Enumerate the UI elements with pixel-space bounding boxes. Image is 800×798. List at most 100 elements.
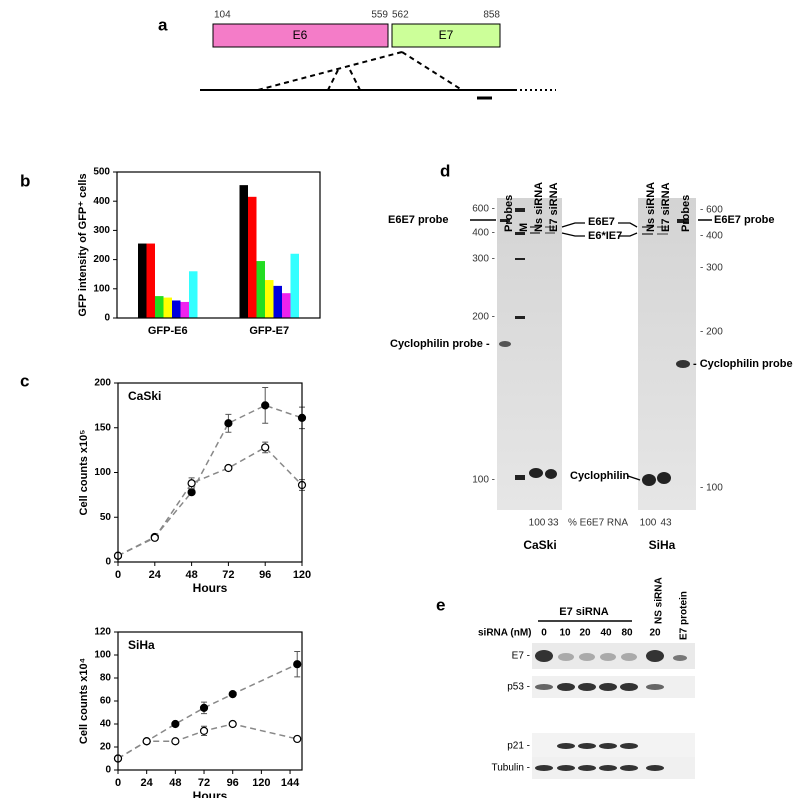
marker: - 100 (700, 483, 723, 494)
size-markers: 600 - 400 - 300 - 200 - 100 - - 600 - 40… (472, 204, 723, 494)
y-tick-label: 80 (100, 673, 112, 684)
percent: 100 (640, 518, 657, 529)
y-axis-label: GFP intensity of GFP⁺ cells (77, 173, 89, 316)
blots (532, 643, 695, 779)
x-axis-label: Hours (193, 581, 228, 595)
lane-label: Probes (680, 195, 692, 232)
group-label: E7 siRNA (559, 606, 609, 618)
bar (265, 280, 274, 318)
point (261, 401, 270, 410)
point (261, 443, 270, 452)
lane-label: NS siRNA (654, 577, 665, 624)
marker: 200 - (472, 312, 495, 323)
point (199, 703, 209, 713)
splice-lines (257, 51, 463, 91)
y-tick-label: 20 (100, 742, 112, 753)
gel-left (497, 198, 562, 510)
series-line (117, 723, 298, 760)
x-tick-label: 96 (259, 569, 271, 581)
y-axis-label: Cell counts x10⁴ (78, 658, 90, 744)
panel-label: d (440, 161, 450, 180)
probe-label: Cyclophilin probe - (390, 338, 490, 350)
y-tick-label: 100 (94, 650, 111, 661)
e6-box (212, 23, 389, 48)
panel-label: c (20, 371, 29, 390)
lane-label: Ns siRNA (533, 182, 545, 232)
x-tick-label: 0 (115, 569, 121, 581)
marker: - 400 (700, 231, 723, 242)
point (187, 488, 196, 497)
band-label: E6E7 (588, 216, 615, 228)
probe-label: - Cyclophilin probe (693, 358, 793, 370)
cell-line: CaSki (523, 538, 556, 552)
blot-label: p53 - (507, 682, 530, 693)
point (293, 660, 302, 669)
lane-labels: Probes M Ns siRNA E7 siRNA Ns siRNA E7 s… (503, 182, 692, 232)
dose: 80 (621, 628, 633, 639)
x-tick-label: 120 (293, 569, 311, 581)
y-tick-label: 120 (94, 627, 111, 638)
bar (146, 243, 155, 318)
marker: 100 - (472, 475, 495, 486)
bar (273, 285, 282, 318)
panel-label: e (436, 595, 445, 614)
x-tick-label: 24 (149, 569, 162, 581)
annotation: SiHa (128, 638, 155, 652)
x-tick-label: 0 (115, 777, 121, 789)
point (171, 737, 180, 746)
y-tick-label: 300 (93, 225, 110, 236)
point (150, 533, 159, 542)
plot-frame (116, 171, 321, 319)
x-tick-label: 144 (281, 777, 300, 789)
lane-label: M (518, 223, 530, 232)
panel-label: b (20, 171, 30, 190)
annotation: CaSki (128, 389, 161, 403)
point (293, 734, 302, 744)
position: 104 (214, 10, 231, 21)
bar (248, 196, 257, 318)
blot-label: Tubulin - (491, 763, 530, 774)
bar (163, 297, 172, 318)
probe-label: E6E7 probe (388, 214, 449, 226)
x-axis-label: Hours (193, 789, 228, 798)
series-line (117, 663, 298, 760)
pointer (627, 475, 641, 481)
marker: 400 - (472, 228, 495, 239)
e7-box (391, 23, 501, 48)
percent: 33 (547, 518, 559, 529)
marker: - 600 (700, 205, 723, 216)
panel-label: a (158, 15, 168, 34)
bar (282, 293, 291, 318)
point (187, 479, 196, 488)
marker: - 300 (700, 263, 723, 274)
panel-d: d Probes M Ns siRNA E7 siRNA Ns siRNA E7… (388, 161, 793, 552)
band-label: Cyclophilin (570, 470, 630, 482)
y-tick-label: 200 (94, 378, 111, 389)
band-label: E6*IE7 (588, 230, 622, 242)
point (199, 726, 209, 736)
segment-label: E6 (293, 28, 308, 42)
position: 858 (483, 10, 500, 21)
gel-bands (499, 208, 690, 486)
lane-label: E7 siRNA (660, 182, 672, 232)
segment-label: E7 (439, 28, 454, 42)
lane-label: E7 protein (679, 591, 690, 640)
gel-right (638, 198, 696, 510)
bar (239, 185, 248, 318)
y-tick-label: 200 (93, 254, 110, 265)
dose: 40 (600, 628, 612, 639)
x-tick-label: 72 (198, 777, 210, 789)
lane-label: Probes (503, 195, 515, 232)
bar (290, 253, 299, 318)
bar (155, 296, 164, 318)
bar (256, 261, 265, 318)
bar (180, 301, 189, 318)
y-tick-label: 400 (93, 196, 110, 207)
x-tick-label: 48 (169, 777, 181, 789)
x-tick-label: GFP-E6 (148, 325, 188, 337)
y-tick-label: 60 (100, 696, 112, 707)
dose: 10 (559, 628, 571, 639)
dose: 20 (579, 628, 591, 639)
bar (172, 300, 181, 318)
point (224, 463, 233, 473)
